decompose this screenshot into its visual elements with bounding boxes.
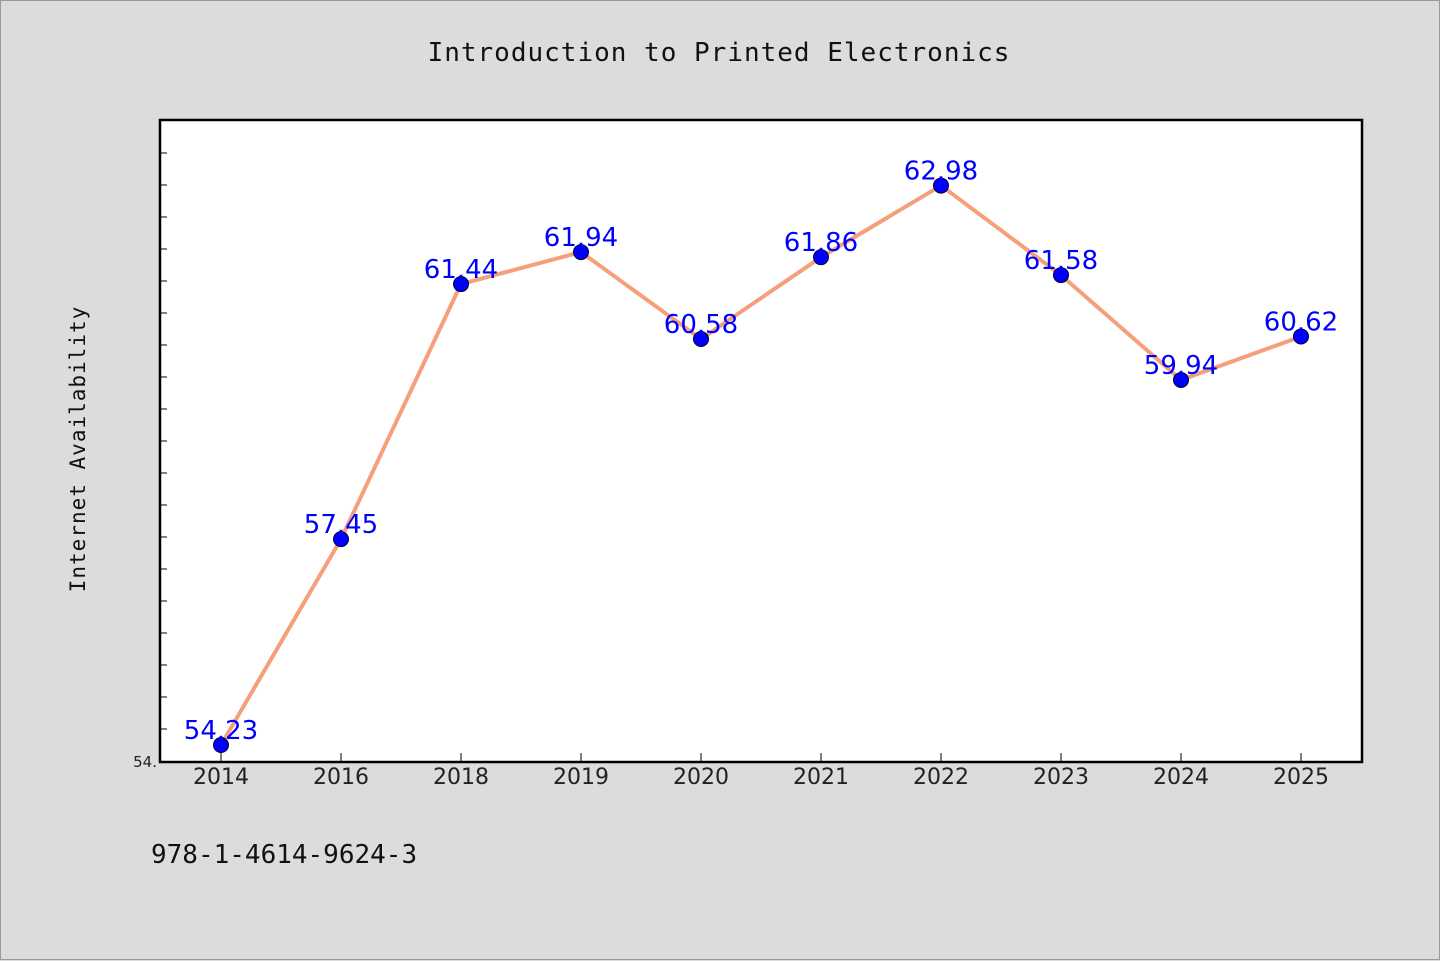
series-line — [219, 183, 1303, 748]
x-tick-label: 2022 — [913, 765, 969, 790]
data-point — [693, 331, 709, 348]
data-label: 59.94 — [1144, 351, 1218, 381]
x-axis: 2014 2016 2018 2019 2020 2021 2022 2023 2024 2025 — [193, 753, 1329, 790]
x-tick-label: 2019 — [553, 765, 609, 790]
data-label: 57.45 — [304, 510, 378, 540]
x-tick-label: 2025 — [1273, 765, 1329, 790]
data-label: 61.94 — [544, 223, 618, 253]
y-axis-ticks: 54. — [133, 152, 167, 771]
data-label: 60.58 — [664, 310, 738, 340]
data-point — [1173, 371, 1189, 388]
x-tick-label: 2020 — [673, 765, 729, 790]
plot-area — [158, 118, 1364, 764]
x-tick-label: 2024 — [1153, 765, 1209, 790]
data-label: 54.23 — [184, 716, 258, 746]
x-tick-label: 2021 — [793, 765, 849, 790]
data-label: 62.98 — [904, 157, 978, 187]
data-point — [1293, 328, 1309, 345]
x-tick-label: 2018 — [433, 765, 489, 790]
data-label: 61.44 — [424, 255, 498, 285]
data-point — [213, 737, 229, 754]
data-label: 61.86 — [784, 228, 858, 258]
chart-title: Introduction to Printed Electronics — [428, 38, 1011, 68]
y-tick-label: 54. — [133, 753, 157, 771]
x-tick-label: 2023 — [1033, 765, 1089, 790]
data-label: 60.62 — [1264, 307, 1338, 337]
y-axis-label: Internet Availability — [66, 306, 90, 593]
data-point — [813, 249, 829, 266]
series-group: 54.23 57.45 61.44 61.94 60.58 61.86 62.98 61.58… — [184, 157, 1338, 754]
x-tick-label: 2014 — [193, 765, 249, 790]
data-point — [453, 276, 469, 293]
x-tick-label: 2016 — [313, 765, 369, 790]
data-label: 61.58 — [1024, 246, 1098, 276]
data-point — [333, 531, 349, 548]
isbn-text: 978-1-4614-9624-3 — [151, 840, 417, 870]
data-point — [933, 177, 949, 194]
data-point — [1053, 267, 1069, 284]
data-point — [573, 244, 589, 261]
